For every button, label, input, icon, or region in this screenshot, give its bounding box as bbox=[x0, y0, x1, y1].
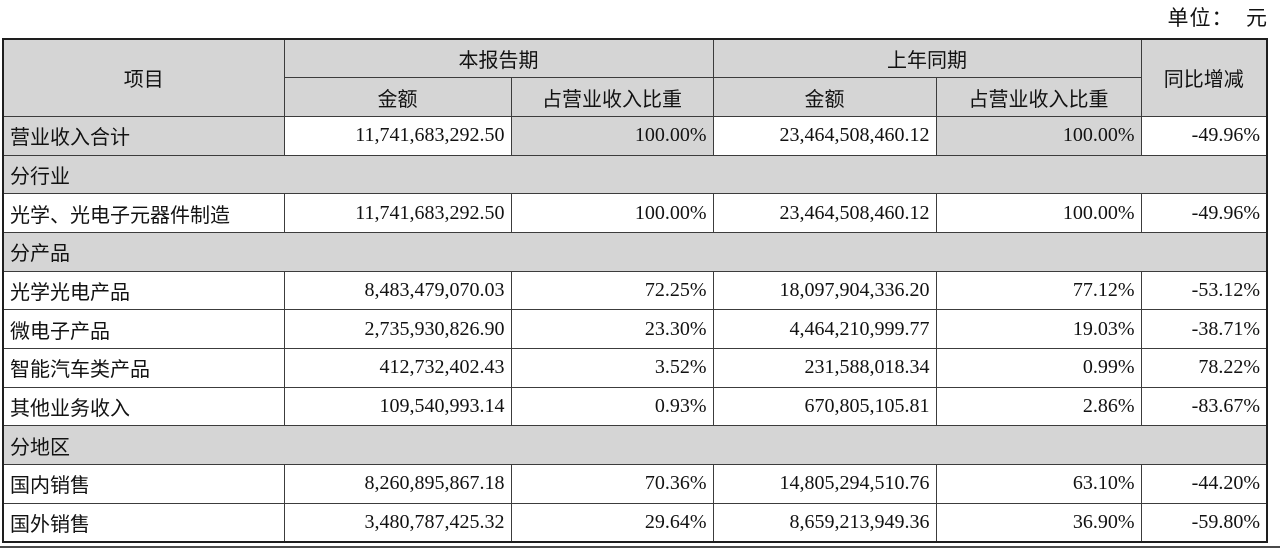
value-cell: 36.90% bbox=[935, 502, 1142, 543]
value-cell: 19.03% bbox=[935, 309, 1142, 349]
header-item: 项目 bbox=[2, 38, 285, 117]
header-prior-pct: 占营业收入比重 bbox=[935, 77, 1142, 117]
row-label: 营业收入合计 bbox=[2, 115, 285, 156]
section-row: 分产品 bbox=[2, 231, 1268, 272]
value-cell: 23,464,508,460.12 bbox=[712, 193, 937, 233]
table-body: 营业收入合计 11,741,683,292.50 100.00% 23,464,508… bbox=[2, 115, 1268, 543]
table-row: 其他业务收入 109,540,993.14 0.93% 670,805,105.81 2… bbox=[2, 386, 1268, 427]
value-cell: 231,588,018.34 bbox=[712, 348, 937, 388]
row-label: 智能汽车类产品 bbox=[2, 348, 285, 388]
value-cell: 100.00% bbox=[935, 193, 1142, 233]
value-cell: 72.25% bbox=[510, 270, 714, 311]
table-row: 国内销售 8,260,895,867.18 70.36% 14,805,294,510… bbox=[2, 464, 1268, 504]
value-cell: 11,741,683,292.50 bbox=[283, 115, 512, 156]
value-cell: -38.71% bbox=[1140, 309, 1268, 349]
row-label: 其他业务收入 bbox=[2, 386, 285, 427]
header-current-pct: 占营业收入比重 bbox=[510, 77, 714, 117]
value-cell: -53.12% bbox=[1140, 270, 1268, 311]
header-current-amount: 金额 bbox=[283, 77, 512, 117]
revenue-breakdown-table: 项目 本报告期 上年同期 同比增减 金额 占营业收入比重 金额 占营业收入比重 … bbox=[2, 38, 1268, 543]
value-cell: 77.12% bbox=[935, 270, 1142, 311]
value-cell: 0.93% bbox=[510, 386, 714, 427]
table-row: 营业收入合计 11,741,683,292.50 100.00% 23,464,508… bbox=[2, 115, 1268, 156]
value-cell: -83.67% bbox=[1140, 386, 1268, 427]
value-cell: 670,805,105.81 bbox=[712, 386, 937, 427]
value-cell: 412,732,402.43 bbox=[283, 348, 512, 388]
section-row: 分地区 bbox=[2, 425, 1268, 466]
value-cell: 63.10% bbox=[935, 464, 1142, 504]
value-cell: 0.99% bbox=[935, 348, 1142, 388]
value-cell: 29.64% bbox=[510, 502, 714, 543]
value-cell: 23.30% bbox=[510, 309, 714, 349]
header-yoy-change: 同比增减 bbox=[1140, 38, 1268, 117]
value-cell: 8,483,479,070.03 bbox=[283, 270, 512, 311]
value-cell: -59.80% bbox=[1140, 502, 1268, 543]
value-cell: 14,805,294,510.76 bbox=[712, 464, 937, 504]
value-cell: -49.96% bbox=[1140, 115, 1268, 156]
section-label: 分行业 bbox=[2, 154, 1268, 195]
unit-label: 单位： 元 bbox=[1167, 6, 1268, 30]
table-row: 国外销售 3,480,787,425.32 29.64% 8,659,213,949.… bbox=[2, 502, 1268, 543]
value-cell: 18,097,904,336.20 bbox=[712, 270, 937, 311]
table-header: 项目 本报告期 上年同期 同比增减 金额 占营业收入比重 金额 占营业收入比重 bbox=[2, 38, 1268, 117]
value-cell: -49.96% bbox=[1140, 193, 1268, 233]
header-row-2: 金额 占营业收入比重 金额 占营业收入比重 bbox=[3, 77, 1267, 117]
value-cell: 23,464,508,460.12 bbox=[712, 115, 937, 156]
value-cell: 4,464,210,999.77 bbox=[712, 309, 937, 349]
value-cell: 2.86% bbox=[935, 386, 1142, 427]
table-row: 光学、光电子元器件制造 11,741,683,292.50 100.00% 23,46… bbox=[2, 193, 1268, 233]
value-cell: 11,741,683,292.50 bbox=[283, 193, 512, 233]
value-cell: 100.00% bbox=[510, 115, 714, 156]
row-label: 光学光电产品 bbox=[2, 270, 285, 311]
table-row: 光学光电产品 8,483,479,070.03 72.25% 18,097,904,3… bbox=[2, 270, 1268, 311]
header-prior-amount: 金额 bbox=[712, 77, 937, 117]
section-row: 分行业 bbox=[2, 154, 1268, 195]
value-cell: -44.20% bbox=[1140, 464, 1268, 504]
value-cell: 8,659,213,949.36 bbox=[712, 502, 937, 543]
row-label: 国外销售 bbox=[2, 502, 285, 543]
table-row: 微电子产品 2,735,930,826.90 23.30% 4,464,210,999… bbox=[2, 309, 1268, 349]
value-cell: 70.36% bbox=[510, 464, 714, 504]
value-cell: 109,540,993.14 bbox=[283, 386, 512, 427]
value-cell: 8,260,895,867.18 bbox=[283, 464, 512, 504]
value-cell: 3,480,787,425.32 bbox=[283, 502, 512, 543]
row-label: 光学、光电子元器件制造 bbox=[2, 193, 285, 233]
value-cell: 2,735,930,826.90 bbox=[283, 309, 512, 349]
table-row: 智能汽车类产品 412,732,402.43 3.52% 231,588,018.34… bbox=[2, 348, 1268, 388]
value-cell: 3.52% bbox=[510, 348, 714, 388]
value-cell: 100.00% bbox=[935, 115, 1142, 156]
header-prior-period: 上年同期 bbox=[712, 38, 1142, 79]
row-label: 微电子产品 bbox=[2, 309, 285, 349]
row-label: 国内销售 bbox=[2, 464, 285, 504]
value-cell: 100.00% bbox=[510, 193, 714, 233]
header-row-1: 项目 本报告期 上年同期 同比增减 bbox=[2, 38, 1268, 117]
section-label: 分产品 bbox=[2, 231, 1268, 272]
header-current-period: 本报告期 bbox=[283, 38, 714, 79]
table-bottom-rule bbox=[0, 546, 1280, 548]
section-label: 分地区 bbox=[2, 425, 1268, 466]
value-cell: 78.22% bbox=[1140, 348, 1268, 388]
